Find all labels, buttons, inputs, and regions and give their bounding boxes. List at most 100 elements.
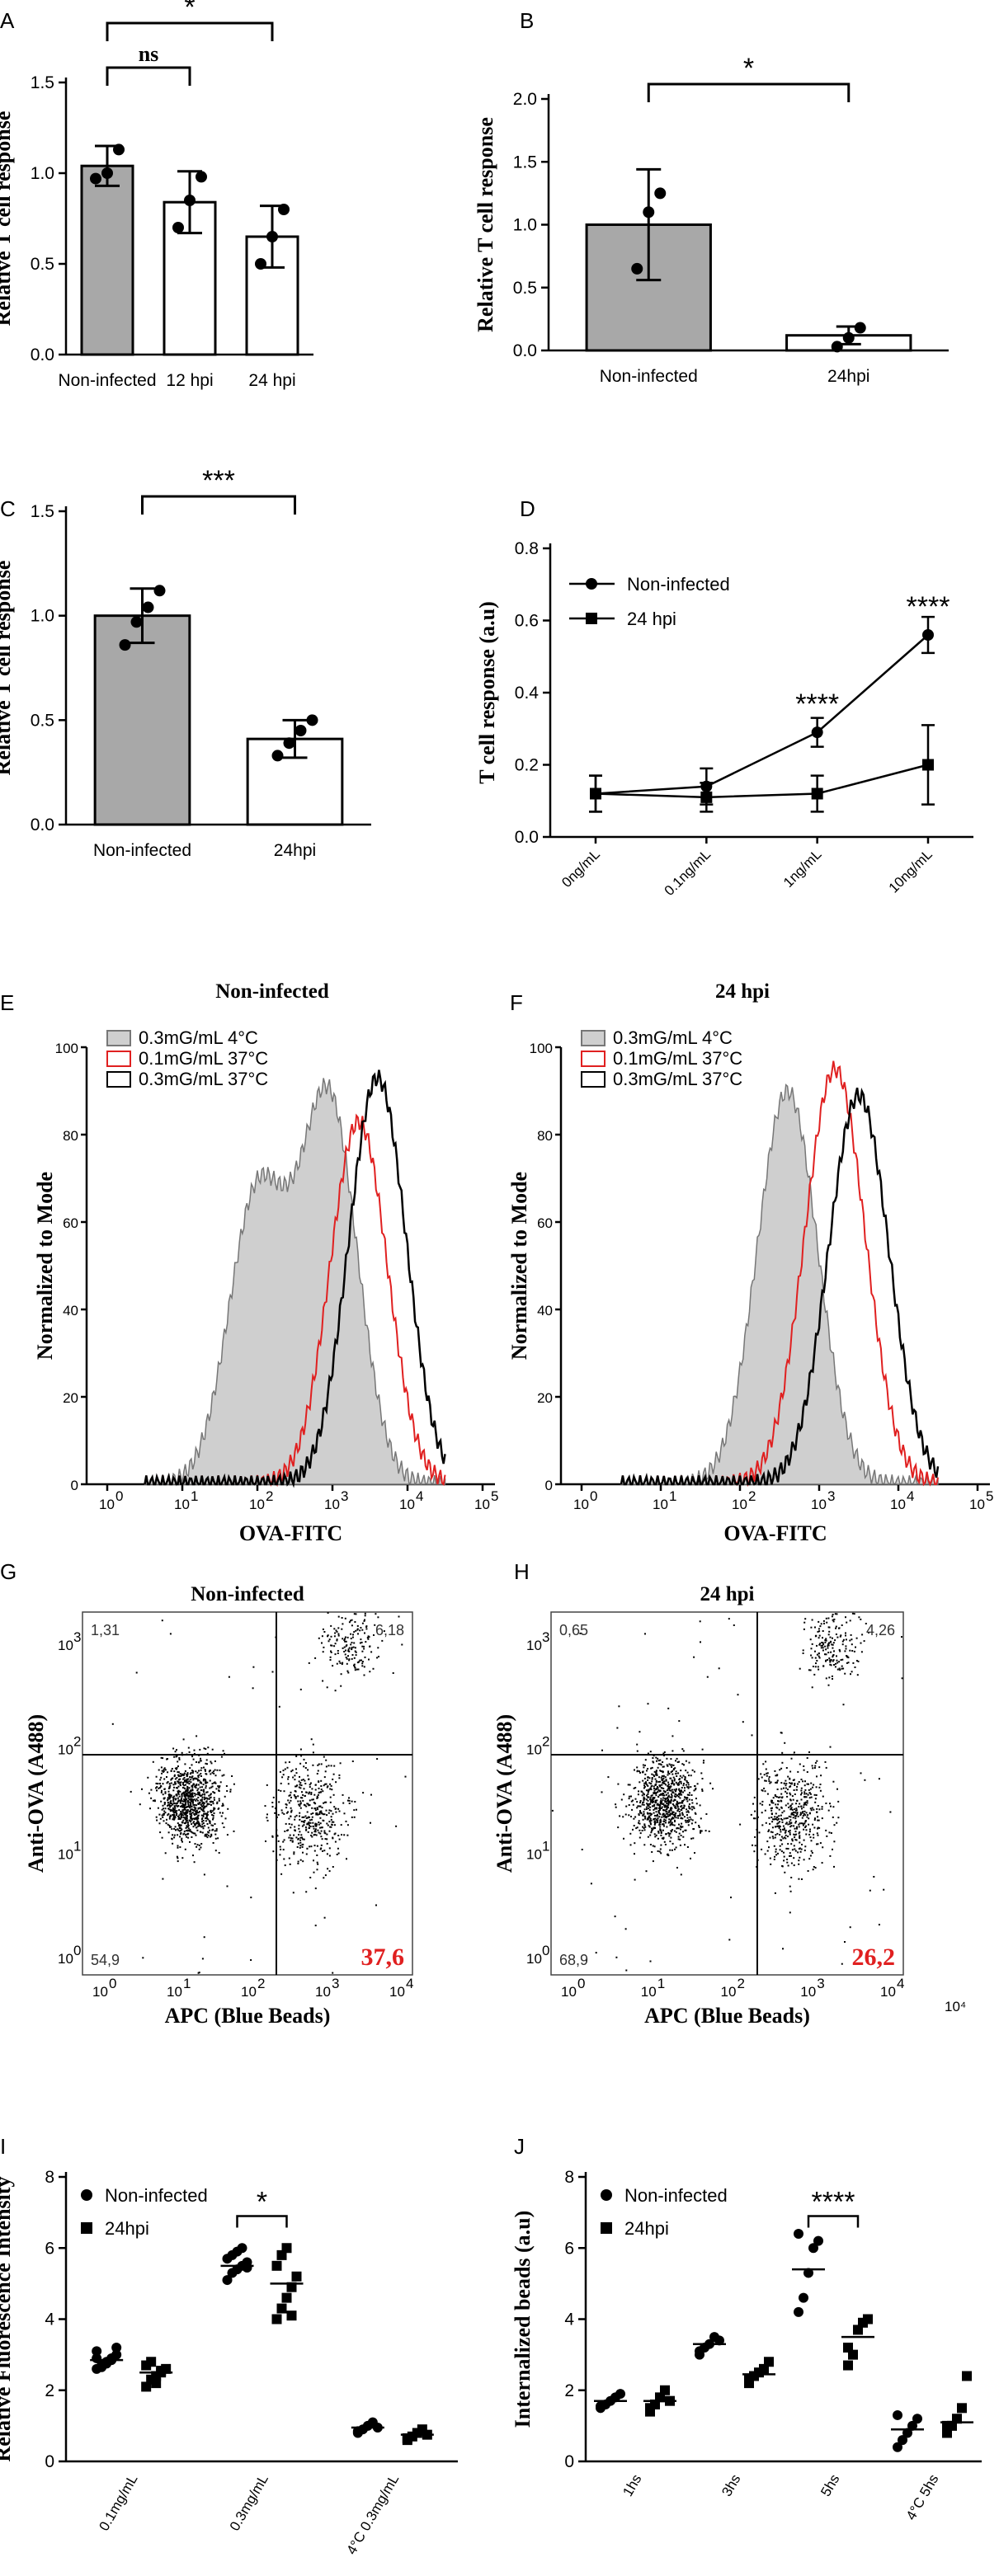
event-dot	[666, 1789, 668, 1792]
event-dot	[159, 1783, 161, 1785]
event-dot	[202, 1822, 205, 1824]
event-dot	[671, 1779, 673, 1782]
event-dot	[668, 1763, 671, 1765]
event-dot	[327, 1635, 328, 1638]
event-dot	[640, 1790, 643, 1793]
event-dot	[163, 1798, 165, 1800]
event-dot	[319, 1822, 322, 1825]
event-dot	[296, 1846, 299, 1848]
event-dot	[782, 1837, 785, 1840]
event-dot	[783, 1782, 785, 1784]
event-dot	[690, 1786, 692, 1789]
event-dot	[765, 1768, 767, 1770]
event-dot	[700, 1831, 701, 1834]
event-dot	[210, 1810, 212, 1812]
event-dot	[186, 1775, 188, 1777]
event-dot	[183, 1808, 185, 1811]
event-dot	[332, 1837, 334, 1840]
event-dot	[356, 1624, 359, 1627]
event-dot	[198, 1972, 200, 1974]
event-dot	[675, 1760, 676, 1762]
event-dot	[658, 1794, 661, 1796]
event-dot	[678, 1789, 681, 1791]
event-dot	[336, 1638, 338, 1641]
event-dot	[662, 1788, 665, 1789]
event-dot	[667, 1815, 670, 1817]
event-dot	[344, 1638, 346, 1640]
event-dot	[651, 1851, 653, 1853]
event-dot	[162, 1783, 164, 1785]
event-dot	[173, 1813, 176, 1816]
event-dot	[314, 1809, 317, 1812]
event-dot	[190, 1821, 192, 1823]
x-tick-label: 12 hpi	[166, 371, 213, 390]
legend-label: 24hpi	[624, 2218, 669, 2239]
histogram-black	[144, 1069, 446, 1488]
event-dot	[189, 1840, 191, 1843]
event-dot	[677, 1817, 680, 1819]
x-tick-label: 10	[167, 1984, 182, 2000]
event-dot	[182, 1817, 185, 1819]
event-dot	[328, 1765, 330, 1767]
event-dot	[661, 1807, 663, 1809]
event-dot	[836, 1613, 838, 1615]
event-dot	[636, 1826, 639, 1829]
event-dot	[793, 1857, 795, 1859]
event-dot	[164, 1769, 167, 1771]
event-dot	[682, 1784, 685, 1787]
event-dot	[649, 1817, 652, 1820]
event-dot	[837, 1800, 840, 1803]
event-dot	[171, 1809, 173, 1812]
event-dot	[673, 1779, 676, 1782]
event-dot	[169, 1806, 172, 1808]
event-dot	[337, 1835, 340, 1836]
event-dot	[645, 1783, 648, 1785]
event-dot	[317, 1770, 319, 1772]
event-dot	[827, 1642, 830, 1644]
event-dot	[162, 1793, 164, 1796]
event-dot	[366, 1637, 369, 1639]
event-dot	[780, 1788, 783, 1790]
event-dot	[679, 1793, 681, 1796]
event-dot	[191, 1776, 193, 1779]
event-dot	[730, 1897, 732, 1899]
event-dot	[855, 1660, 858, 1662]
event-dot	[690, 1818, 692, 1821]
y-tick-label: 4	[45, 2310, 54, 2329]
event-dot	[330, 1818, 332, 1821]
event-dot	[186, 1793, 187, 1795]
event-dot	[340, 1824, 342, 1826]
event-dot	[814, 1666, 817, 1668]
event-dot	[213, 1807, 215, 1810]
event-dot	[774, 1793, 776, 1796]
event-dot	[646, 1770, 648, 1772]
event-dot	[650, 1767, 653, 1770]
event-dot	[790, 1757, 793, 1760]
event-dot	[793, 1845, 795, 1847]
y-tick-label: 6	[564, 2239, 574, 2258]
event-dot	[340, 1673, 342, 1676]
event-dot	[665, 1804, 667, 1807]
event-dot	[283, 1839, 285, 1841]
event-dot	[647, 1805, 649, 1807]
event-dot	[795, 1820, 797, 1822]
event-dot	[278, 1705, 280, 1708]
event-dot	[639, 1822, 641, 1825]
event-dot	[353, 1664, 355, 1666]
event-dot	[185, 1797, 187, 1799]
event-dot	[205, 1813, 208, 1816]
event-dot	[184, 1822, 186, 1825]
event-dot	[653, 1791, 656, 1793]
event-dot	[205, 1801, 208, 1803]
event-dot	[359, 1642, 361, 1644]
event-dot	[681, 1787, 683, 1789]
event-dot	[761, 1800, 764, 1803]
event-dot	[901, 1636, 902, 1638]
event-dot	[194, 1818, 196, 1821]
event-dot	[672, 1769, 675, 1771]
event-dot	[816, 1644, 818, 1647]
event-dot	[648, 1796, 650, 1798]
event-dot	[201, 1817, 204, 1820]
event-dot	[653, 1820, 656, 1822]
event-dot	[825, 1653, 827, 1656]
